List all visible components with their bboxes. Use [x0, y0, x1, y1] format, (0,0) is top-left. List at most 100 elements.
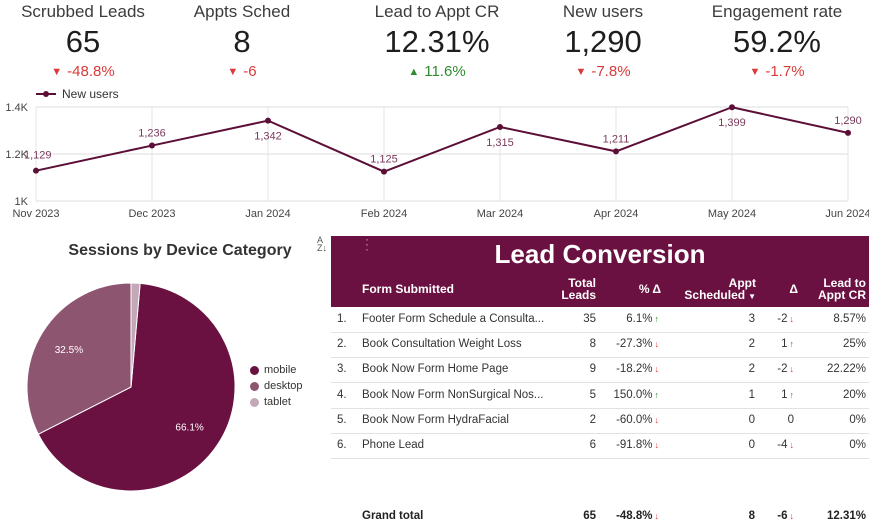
cell-text: 0 — [787, 413, 794, 426]
kpi-change-value: -1.7% — [765, 63, 805, 80]
arrow-down-icon: ▼ — [749, 66, 761, 78]
appt-scheduled: 0 — [748, 413, 755, 426]
lead-to-appt-cr: 22.22% — [826, 363, 866, 376]
arrow-down-icon: ▼ — [575, 66, 587, 78]
row-number: 4. — [337, 388, 347, 401]
data-label: 1,125 — [370, 154, 398, 166]
legend-label: New users — [62, 87, 119, 101]
header-lead-to-appt-cr[interactable]: Lead to Appt CR — [809, 277, 866, 301]
total-leads: 2 — [589, 413, 596, 426]
grand-total-pct: -48.8% ↓ — [591, 510, 659, 522]
cell-text: 6.1% — [626, 313, 653, 325]
lead-to-appt-cr: 25% — [842, 338, 866, 351]
data-point — [265, 117, 271, 124]
arrow-down-icon: ↓ — [654, 511, 660, 521]
cell-text: -48.8% — [616, 510, 653, 522]
cell-text: -2 — [777, 313, 788, 325]
data-label: 1,342 — [254, 131, 282, 143]
grand-total-cr: 12.31% — [826, 510, 866, 522]
pie-slice-label: 66.1% — [175, 423, 203, 434]
table-row[interactable]: 1. Footer Form Schedule a Consulta... 35 6.… — [331, 307, 869, 333]
header-text: Appt CR — [818, 288, 866, 302]
grand-total-delta: -6 ↓ — [761, 510, 794, 522]
cell-text: 150.0% — [613, 388, 653, 401]
x-tick-label: Dec 2023 — [128, 208, 175, 220]
data-point — [613, 148, 619, 155]
legend-marker — [43, 91, 49, 97]
kpi-new-users: New users 1,290 ▼ -7.8% — [533, 2, 673, 80]
header-form-submitted[interactable]: Form Submitted — [362, 282, 454, 296]
arrow-down-icon: ↓ — [654, 339, 660, 350]
kpi-label: Engagement rate — [711, 2, 843, 21]
sort-az-icon[interactable]: A Z↓ — [317, 235, 327, 253]
kpi-change-value: -7.8% — [591, 63, 631, 80]
header-delta[interactable]: Δ — [789, 282, 798, 296]
row-number: 1. — [337, 313, 347, 325]
row-number: 5. — [337, 413, 347, 426]
grand-total-appt: 8 — [748, 510, 755, 522]
data-label: 1,129 — [24, 150, 52, 162]
x-tick-label: Mar 2024 — [477, 208, 523, 220]
pie-slice-mobile[interactable] — [37, 282, 236, 492]
kpi-label: New users — [562, 2, 644, 21]
kpi-value: 59.2% — [733, 24, 821, 59]
drag-handle-icon[interactable]: · · · — [365, 232, 369, 256]
arrow-up-icon: ▲ — [408, 66, 420, 78]
header-pct-delta[interactable]: % Δ — [638, 282, 661, 296]
y-tick-label: 1.2K — [5, 149, 28, 161]
header-total-leads[interactable]: Total Leads — [551, 277, 596, 301]
form-name: Footer Form Schedule a Consulta... — [362, 313, 545, 325]
cell-text: 1 — [781, 388, 788, 401]
appt-scheduled: 0 — [748, 439, 755, 451]
kpi-appts-sched: Appts Sched 8 ▼ -6 — [172, 2, 312, 80]
arrow-down-icon: ↓ — [654, 440, 660, 450]
data-point — [149, 142, 155, 149]
pie-chart-title: Sessions by Device Category — [68, 242, 292, 259]
form-name: Book Now Form NonSurgical Nos... — [362, 388, 544, 401]
arrow-up-icon: ↑ — [654, 314, 660, 324]
arrow-down-icon: ↓ — [654, 364, 660, 375]
kpi-engagement-rate: Engagement rate 59.2% ▼ -1.7% — [692, 2, 862, 80]
table-row[interactable]: 2. Book Consultation Weight Loss 8 -27.3% ↓ 2… — [331, 332, 869, 359]
row-number: 3. — [337, 363, 347, 376]
series-line — [35, 106, 849, 173]
table-title: Lead Conversion — [494, 239, 706, 269]
arrow-down-icon: ↓ — [654, 414, 660, 425]
data-label: 1,315 — [486, 137, 514, 149]
grand-total-row: Grand total 65 -48.8% ↓ 8 -6 ↓ 12.31% — [331, 504, 869, 522]
table-row[interactable]: 4. Book Now Form NonSurgical Nos... 5 150.0… — [331, 383, 869, 409]
cell-text: -27.3% — [616, 338, 653, 351]
grand-total-label: Grand total — [362, 510, 424, 522]
cell-text: -60.0% — [616, 413, 653, 426]
appt-scheduled: 2 — [748, 363, 755, 376]
legend-item-mobile[interactable]: mobile — [250, 362, 303, 378]
header-text: Appt — [728, 276, 756, 290]
table-header: Form Submitted Total Leads % Δ Appt Schedu… — [331, 271, 869, 307]
kpi-value: 12.31% — [384, 24, 490, 59]
data-label: 1,211 — [603, 133, 630, 145]
appt-delta: 1 ↑ — [761, 389, 794, 401]
legend-item-desktop[interactable]: desktop — [250, 378, 303, 394]
table-row[interactable]: 3. Book Now Form Home Page 9 -18.2% ↓ 2 -2 ↓ 22.… — [331, 357, 869, 384]
appt-delta: -2 ↓ — [761, 313, 794, 325]
form-name: Book Now Form HydraFacial — [362, 413, 509, 426]
cell-text: -2 — [777, 363, 788, 376]
header-text: Leads — [561, 288, 596, 302]
form-name: Phone Lead — [362, 439, 425, 451]
appt-delta: -4 ↓ — [761, 439, 794, 451]
kpi-change: ▼ -6 — [172, 63, 312, 80]
header-appt-scheduled[interactable]: Appt Scheduled ▼ — [676, 277, 756, 303]
pie-slice-tablet[interactable] — [130, 282, 141, 388]
pct-delta: -18.2% ↓ — [591, 363, 659, 375]
pie-slice-desktop[interactable] — [26, 282, 132, 435]
lead-conversion-banner: · · · Lead Conversion — [331, 232, 869, 274]
table-row[interactable]: 6. Phone Lead 6 -91.8% ↓ 0 -4 ↓ 0% — [331, 433, 869, 459]
x-tick-label: Jan 2024 — [245, 208, 290, 220]
total-leads: 6 — [589, 439, 596, 451]
arrow-up-icon: ↑ — [654, 389, 660, 400]
legend-item-tablet[interactable]: tablet — [250, 394, 303, 410]
table-row[interactable]: 5. Book Now Form HydraFacial 2 -60.0% ↓ 0 0 0% — [331, 408, 869, 434]
cell-text: -91.8% — [616, 439, 653, 451]
pct-delta: -60.0% ↓ — [591, 414, 659, 426]
data-point — [381, 168, 387, 175]
